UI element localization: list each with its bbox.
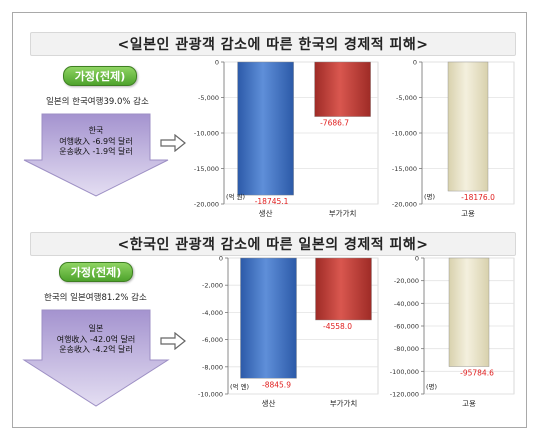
bar [240,257,297,379]
panel-2-title-text: <한국인 관광객 감소에 따른 일본의 경제적 피해> [117,237,429,253]
y-tick-label: -20,000 [392,201,417,209]
panel-2-arrow-text: 일본 여행收入 -42.0억 달러 운송收入 -4.2억 달러 [42,324,150,356]
panel-1-arrow-text: 한국 여행收入 -6.9억 달러 운송收入 -1.9억 달러 [42,126,150,158]
y-tick-label: -10,000 [198,391,223,399]
panel-2-assumption-label: 가정(전제) [70,266,122,279]
panel-1-title-text: <일본인 관광객 감소에 따른 한국의 경제적 피해> [117,37,429,53]
bar [237,61,294,196]
y-tick-label: -15,000 [194,165,219,173]
bar [314,61,371,117]
y-tick-label: -20,000 [194,201,219,209]
y-tick-label: -120,000 [390,391,419,399]
panel-2-right-arrow-icon [160,332,186,350]
panel-1-assumption-label: 가정(전제) [74,70,126,83]
y-tick-label: 0 [413,59,417,67]
chart-japan-production-value-added: 0 -2,000 -4,000 -6,000 -8,000 -10,000 -8845.9 생… [198,255,379,408]
y-tick-label: 0 [215,59,219,67]
y-tick-label: -100,000 [390,368,419,376]
unit-label: (명) [424,192,435,201]
y-tick-label: -4,000 [202,309,223,317]
bar-value-label: -8845.9 [262,380,291,389]
x-category-label: 부가가치 [330,399,358,408]
bar [315,257,372,321]
panel-2-condition: 한국의 일본여행81.2% 감소 [44,293,147,303]
chart-korea-employment: 0 -5,000 -10,000 -15,000 -20,000 -18176.0 고용 (명… [392,59,515,218]
bar-value-label: -7686.7 [320,119,349,128]
panel-1-right-arrow-icon [160,134,186,152]
x-category-label: 생산 [262,398,276,408]
bar-value-label: -4558.0 [323,322,352,331]
panel-1-arrow-line-3: 운송收入 -1.9억 달러 [59,147,133,156]
panel-1-condition: 일본의 한국여행39.0% 감소 [46,97,149,107]
panel-1-arrow-line-1: 한국 [88,126,104,135]
x-category-label: 고용 [462,399,476,408]
y-tick-label: -6,000 [202,336,223,344]
x-category-label: 생산 [259,208,273,218]
y-tick-label: -5,000 [198,94,219,102]
panel-1-assumption-pill: 가정(전제) [63,66,137,86]
y-tick-label: -10,000 [392,130,417,138]
panel-1-title: <일본인 관광객 감소에 따른 한국의 경제적 피해> [30,32,516,56]
panel-2-title: <한국인 관광객 감소에 따른 일본의 경제적 피해> [30,232,516,256]
unit-label: (억 원) [226,192,245,201]
panel-2-assumption-pill: 가정(전제) [59,262,133,282]
bar-value-label: -18176.0 [461,193,495,202]
panel-2-arrow-line-1: 일본 [88,324,104,333]
bar-value-label: -18745.1 [255,197,289,206]
unit-label: (억 엔) [230,382,249,391]
panel-1-down-arrow-icon [23,113,169,197]
chart-korea-production-value-added: 0 -5,000 -10,000 -15,000 -20,000 -18745.1 생산 -7… [194,59,379,218]
chart-japan-employment: 0 -20,000 -40,000 -60,000 -80,000 -100,000 -12… [390,255,515,408]
bar [448,257,490,367]
y-tick-label: -5,000 [396,94,417,102]
bar [447,61,489,192]
panel-2-arrow-line-2: 여행收入 -42.0억 달러 [56,334,136,344]
y-tick-label: -2,000 [202,282,223,290]
y-tick-label: -80,000 [394,345,419,353]
y-tick-label: -10,000 [194,130,219,138]
bar-value-label: -95784.6 [460,369,494,378]
y-tick-label: -40,000 [394,300,419,308]
y-tick-label: 0 [415,255,419,263]
y-tick-label: -8,000 [202,363,223,371]
x-category-label: 부가가치 [329,209,357,218]
panel-2-down-arrow-icon [22,309,170,407]
unit-label: (명) [426,382,437,391]
y-tick-label: 0 [219,255,223,263]
y-tick-label: -20,000 [394,277,419,285]
x-category-label: 고용 [461,209,475,218]
panel-2-arrow-line-3: 운송收入 -4.2억 달러 [59,345,133,354]
y-tick-label: -60,000 [394,323,419,331]
panel-1-arrow-line-2: 여행收入 -6.9억 달러 [59,136,133,146]
y-tick-label: -15,000 [392,165,417,173]
